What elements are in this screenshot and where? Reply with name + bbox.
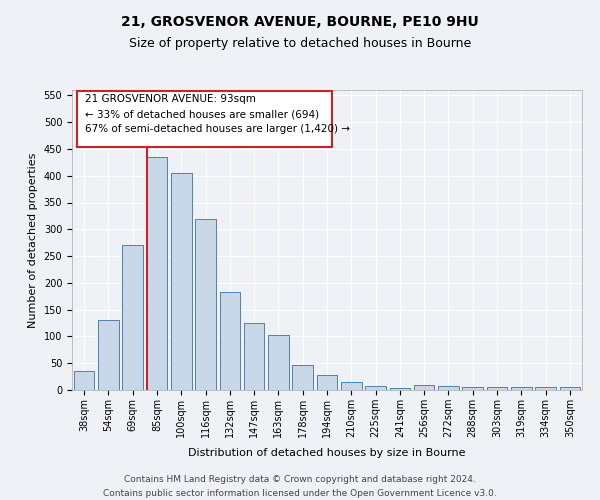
FancyBboxPatch shape — [77, 92, 332, 147]
Bar — [292, 366, 313, 390]
Bar — [74, 371, 94, 390]
Bar — [171, 173, 191, 390]
Bar — [463, 388, 483, 390]
Bar — [244, 323, 265, 390]
Bar — [365, 386, 386, 390]
Text: Size of property relative to detached houses in Bourne: Size of property relative to detached ho… — [129, 38, 471, 51]
Bar — [341, 382, 362, 390]
Text: 21, GROSVENOR AVENUE, BOURNE, PE10 9HU: 21, GROSVENOR AVENUE, BOURNE, PE10 9HU — [121, 15, 479, 29]
Bar — [414, 384, 434, 390]
Bar — [438, 386, 459, 390]
Bar — [317, 375, 337, 390]
Text: Distribution of detached houses by size in Bourne: Distribution of detached houses by size … — [188, 448, 466, 458]
Text: 21 GROSVENOR AVENUE: 93sqm
← 33% of detached houses are smaller (694)
67% of sem: 21 GROSVENOR AVENUE: 93sqm ← 33% of deta… — [85, 94, 350, 134]
Bar — [122, 246, 143, 390]
Bar — [511, 388, 532, 390]
Bar — [535, 388, 556, 390]
Bar — [560, 388, 580, 390]
Y-axis label: Number of detached properties: Number of detached properties — [28, 152, 38, 328]
Bar — [98, 320, 119, 390]
Bar — [146, 157, 167, 390]
Bar — [220, 292, 240, 390]
Bar — [268, 335, 289, 390]
Bar — [389, 388, 410, 390]
Bar — [487, 388, 508, 390]
Text: Contains HM Land Registry data © Crown copyright and database right 2024.
Contai: Contains HM Land Registry data © Crown c… — [103, 476, 497, 498]
Bar — [195, 218, 216, 390]
